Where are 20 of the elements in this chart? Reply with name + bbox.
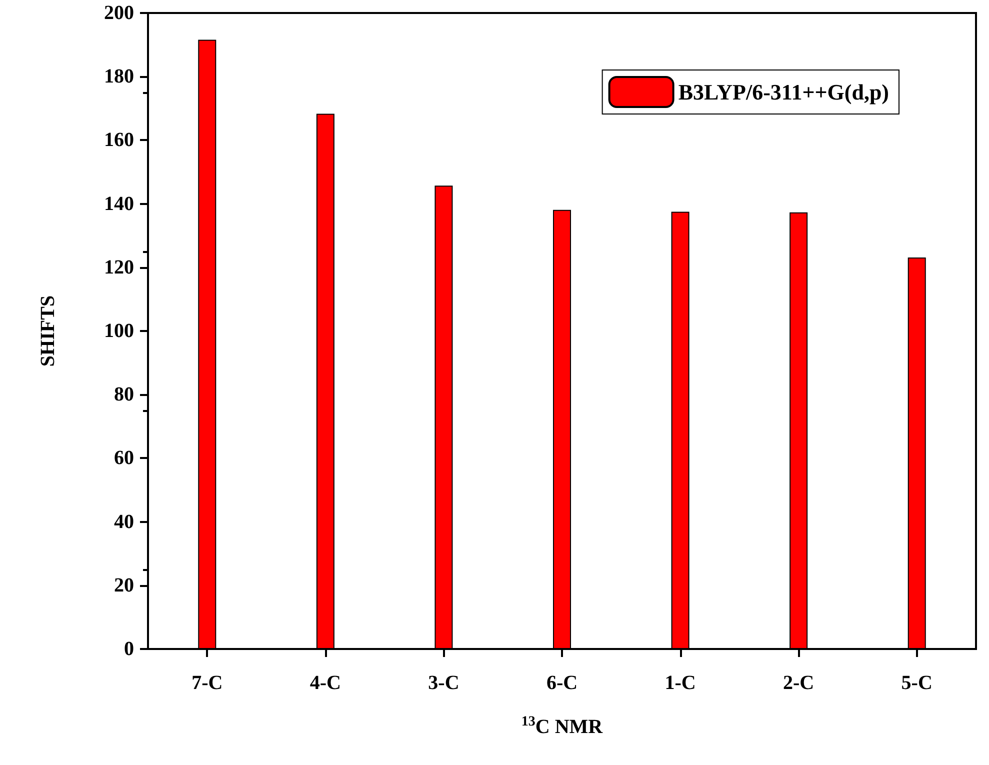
y-tick-label: 120 — [104, 256, 134, 278]
x-tick-label: 1-C — [664, 672, 696, 694]
y-tick-label: 100 — [104, 320, 134, 342]
y-tick-label: 140 — [104, 192, 134, 215]
y-axis-title: SHIFTS — [37, 295, 59, 367]
y-tick-label: 200 — [104, 2, 134, 24]
y-tick-label: 160 — [104, 129, 134, 152]
y-tick-label: 60 — [114, 447, 134, 470]
y-tick-label: 0 — [124, 638, 134, 660]
y-tick-label: 180 — [104, 66, 134, 88]
y-tick-label: 80 — [114, 384, 134, 406]
x-tick-label: 6-C — [546, 672, 578, 694]
legend-label: B3LYP/6-311++G(d,p) — [678, 80, 889, 104]
y-tick-label: 40 — [114, 510, 134, 533]
x-tick-label: 2-C — [783, 672, 814, 694]
x-tick-label: 4-C — [310, 672, 341, 694]
x-tick-label: 5-C — [901, 672, 932, 694]
y-tick-label: 20 — [114, 574, 134, 596]
x-tick-label: 7-C — [192, 672, 223, 694]
x-tick-label: 3-C — [428, 672, 460, 694]
